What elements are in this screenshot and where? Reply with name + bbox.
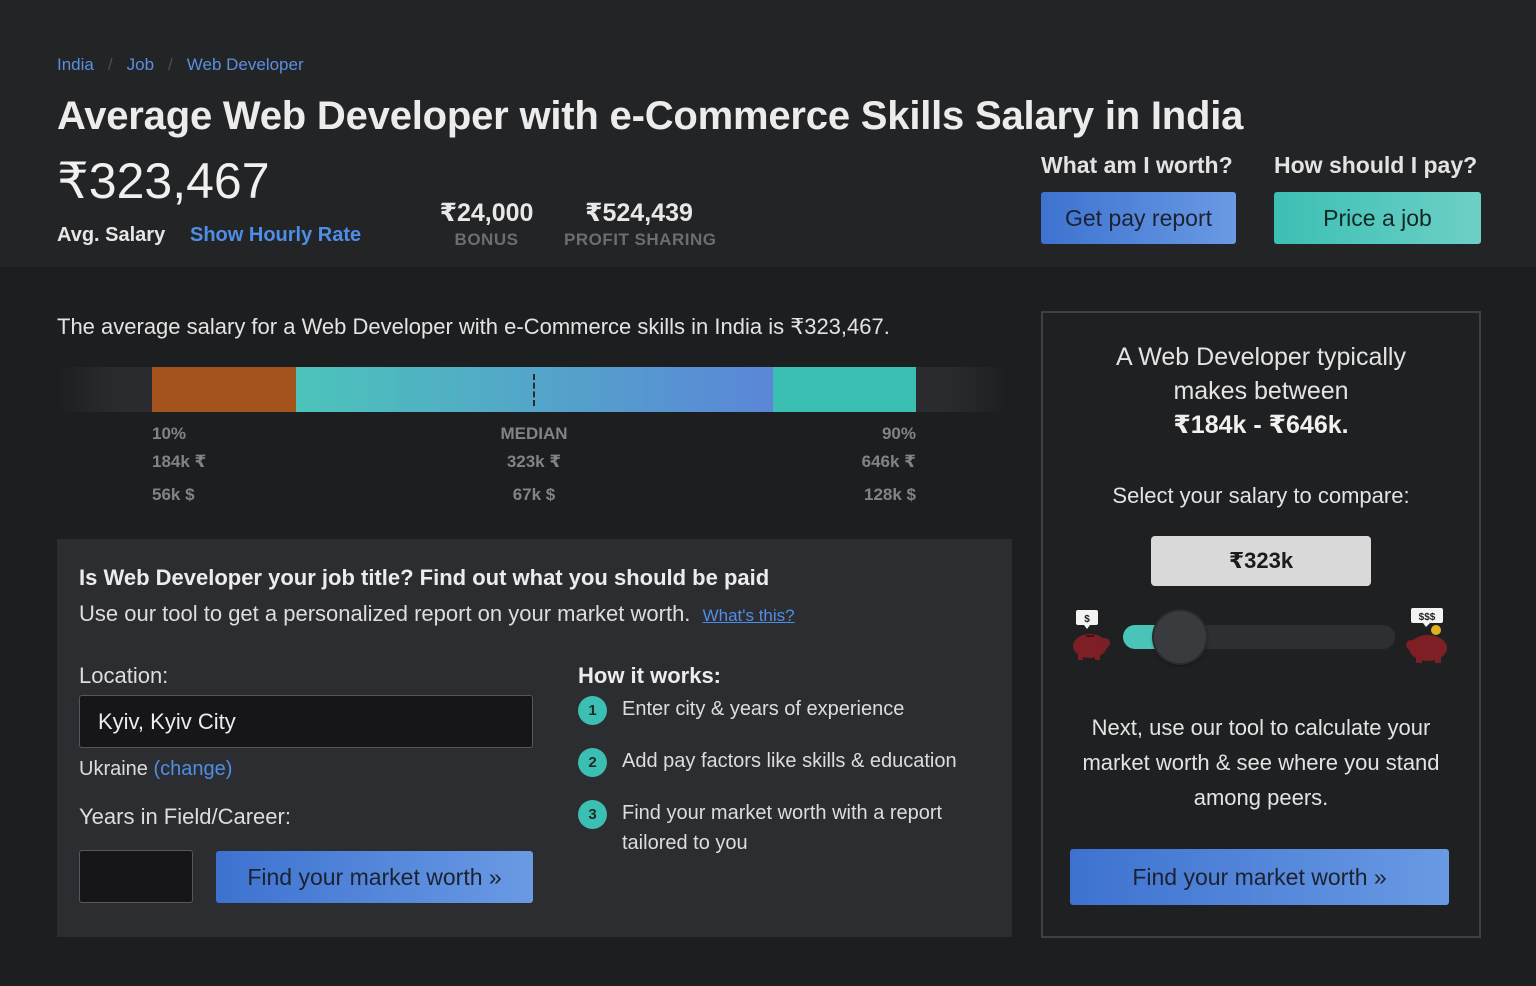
bonus-value: ₹24,000	[439, 199, 534, 227]
breadcrumb-web-developer[interactable]: Web Developer	[186, 55, 304, 74]
avg-salary-value: ₹323,467	[57, 153, 270, 209]
breadcrumb-separator: /	[107, 55, 113, 74]
change-country-link[interactable]: (change)	[153, 758, 233, 780]
distribution-high-segment	[773, 367, 916, 412]
step-1-badge: 1	[578, 696, 607, 725]
pay-question: How should I pay?	[1274, 152, 1478, 178]
country-name: Ukraine	[79, 758, 148, 780]
distribution-low-segment	[152, 367, 296, 412]
how-it-works-title: How it works:	[578, 663, 722, 688]
breadcrumb-india[interactable]: India	[57, 55, 94, 74]
bonus-label: BONUS	[454, 230, 519, 249]
percentile-10-inr: 184k ₹	[152, 452, 207, 471]
breadcrumb-separator: /	[168, 55, 173, 74]
profit-sharing-label: PROFIT SHARING	[564, 230, 717, 249]
selected-salary-display[interactable]: ₹323k	[1151, 536, 1371, 586]
get-pay-report-button[interactable]: Get pay report	[1041, 192, 1236, 244]
range-line-1: A Web Developer typically	[1116, 343, 1406, 371]
step-3-text: Find your market worth with a report tai…	[622, 802, 943, 854]
next-step-text: Next, use our tool to calculate your mar…	[1082, 715, 1440, 810]
pig-high-sign: $$$	[1419, 612, 1436, 623]
show-hourly-rate-link[interactable]: Show Hourly Rate	[190, 224, 362, 246]
distribution-middle-segment	[296, 367, 774, 412]
percentile-90-usd: 128k $	[864, 485, 916, 504]
median-label: MEDIAN	[500, 424, 568, 443]
range-value: ₹184k - ₹646k.	[1173, 411, 1349, 439]
step-2-badge: 2	[578, 748, 607, 777]
profit-sharing-stat: ₹524,439 PROFIT SHARING	[564, 198, 717, 250]
side-find-market-worth-button[interactable]: Find your market worth »	[1070, 849, 1449, 905]
location-label: Location:	[79, 663, 169, 688]
salary-intro-text: The average salary for a Web Developer w…	[57, 314, 890, 339]
bonus-stat: ₹24,000 BONUS	[439, 198, 534, 250]
tool-subtitle-text: Use our tool to get a personalized repor…	[79, 601, 691, 626]
profit-sharing-value: ₹524,439	[585, 199, 693, 227]
avg-salary-label: Avg. Salary	[57, 224, 166, 246]
breadcrumb: India / Job / Web Developer	[57, 55, 304, 75]
breadcrumb-job[interactable]: Job	[126, 55, 155, 74]
range-line-2: makes between	[1173, 377, 1349, 405]
piggy-bank-high-icon: $$$	[1406, 608, 1447, 663]
median-usd: 67k $	[512, 485, 556, 504]
tool-subtitle: Use our tool to get a personalized repor…	[79, 601, 795, 627]
median-marker	[533, 374, 535, 406]
price-a-job-button[interactable]: Price a job	[1274, 192, 1481, 244]
salary-compare-panel	[1041, 311, 1481, 938]
percentile-10-label: 10%	[152, 424, 187, 443]
percentile-10-usd: 56k $	[152, 485, 195, 504]
location-input[interactable]	[79, 695, 533, 748]
pig-low-sign: $	[1084, 614, 1090, 625]
compare-prompt: Select your salary to compare:	[1112, 483, 1410, 508]
step-3-badge: 3	[578, 800, 607, 829]
years-label: Years in Field/Career:	[79, 804, 291, 829]
whats-this-link[interactable]: What's this?	[702, 606, 795, 625]
percentile-90-inr: 646k ₹	[861, 452, 916, 471]
median-inr: 323k ₹	[506, 452, 562, 471]
country-line: Ukraine (change)	[79, 758, 232, 781]
piggy-bank-low-icon: $	[1073, 610, 1110, 660]
worth-question: What am I worth?	[1041, 152, 1233, 178]
step-1-text: Enter city & years of experience	[622, 698, 905, 720]
step-2-text: Add pay factors like skills & education	[622, 750, 957, 772]
years-input[interactable]	[79, 850, 193, 903]
tool-title: Is Web Developer your job title? Find ou…	[79, 565, 770, 590]
page-title: Average Web Developer with e-Commerce Sk…	[57, 94, 1244, 138]
percentile-90-label: 90%	[881, 424, 916, 443]
find-market-worth-button[interactable]: Find your market worth »	[216, 851, 533, 903]
salary-slider-thumb[interactable]	[1154, 611, 1207, 663]
